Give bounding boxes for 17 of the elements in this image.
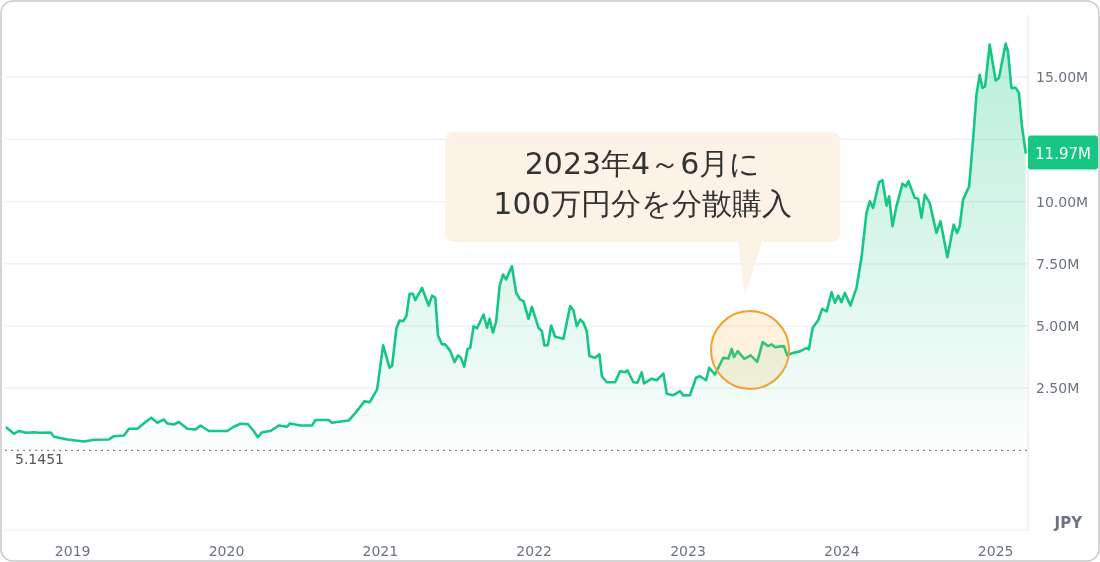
x-tick-label: 2022 — [516, 543, 553, 559]
data-label: 11.97M — [1035, 144, 1091, 163]
y-tick-label: 15.00M — [1036, 69, 1089, 86]
value-label: 11.97M — [1028, 135, 1098, 170]
x-tick-label: 2025 — [977, 543, 1014, 559]
x-tick-label: 2021 — [362, 543, 399, 559]
x-tick-label: 2019 — [54, 543, 91, 559]
x-tick-label: 2023 — [670, 543, 706, 559]
y-tick-label: 5.00M — [1036, 317, 1080, 334]
annotation: 5.1451 — [15, 451, 64, 468]
y-tick-label: 10.00M — [1036, 193, 1089, 210]
y-tick-label: 2.50M — [1036, 380, 1080, 397]
annotation: 2023年4～6月に 100万円分を分散購入 — [493, 146, 792, 221]
x-tick-label: 2020 — [208, 543, 245, 559]
y-axis-title: JPY — [1053, 514, 1084, 532]
x-tick-label: 2024 — [824, 543, 860, 559]
y-tick-label: 7.50M — [1036, 255, 1080, 272]
